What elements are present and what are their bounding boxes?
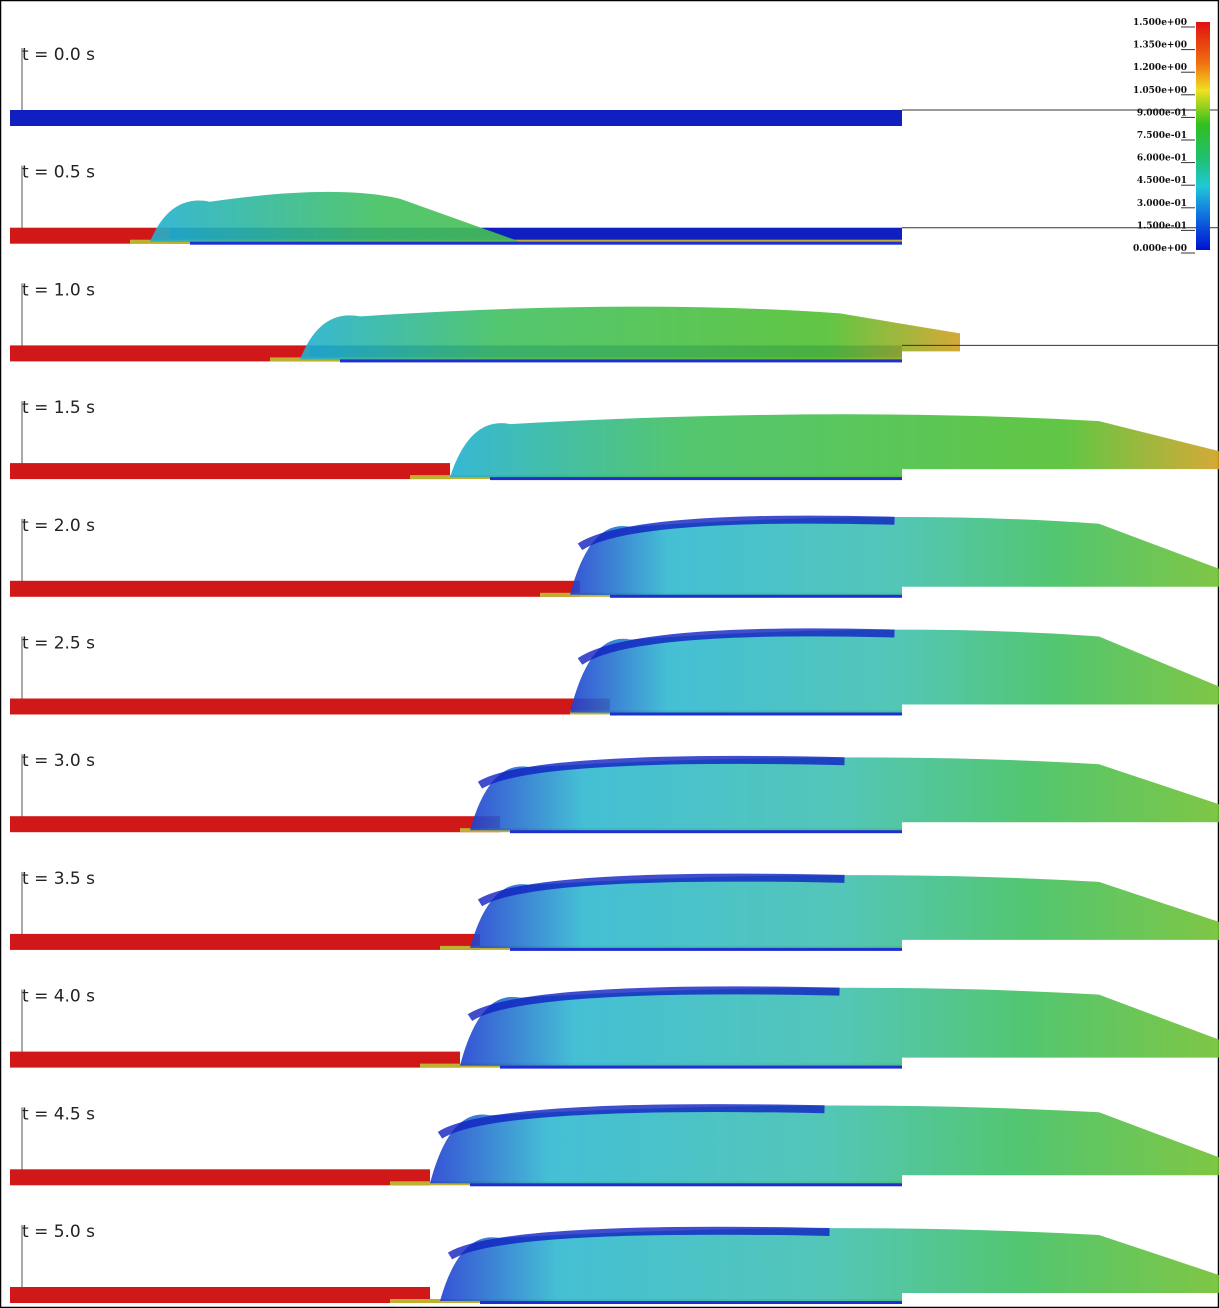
colorbar-label: 4.500e-01 (1137, 176, 1187, 186)
colorbar (1196, 22, 1210, 250)
figure: t = 0.0 s t = 0.5 s t = 1.0 s t = 1.5 s t = … (0, 0, 1219, 1308)
time-label: t = 4.5 s (22, 1104, 95, 1124)
red-bed (10, 345, 310, 361)
base-strip (340, 359, 902, 362)
time-label: t = 5.0 s (22, 1222, 95, 1242)
red-bed (10, 1287, 430, 1303)
colorbar-label: 9.000e-01 (1137, 108, 1187, 118)
colorbar-label: 6.000e-01 (1137, 154, 1187, 164)
particle-mound (450, 414, 1219, 479)
time-label: t = 0.0 s (22, 45, 95, 65)
red-bed (10, 581, 580, 597)
colorbar-labels: 1.500e+00 1.350e+00 1.200e+00 1.050e+00 9.00… (1133, 18, 1195, 254)
base-strip (510, 830, 902, 833)
time-label: t = 0.5 s (22, 163, 95, 183)
time-label: t = 1.0 s (22, 280, 95, 300)
colorbar-label: 3.000e-01 (1137, 199, 1187, 209)
base-strip (490, 477, 902, 480)
time-label: t = 2.5 s (22, 634, 95, 654)
colorbar-label: 1.200e+00 (1133, 63, 1187, 73)
particle-mound (440, 1228, 1219, 1303)
red-bed (10, 463, 450, 479)
base-strip (510, 948, 902, 951)
bed (10, 110, 902, 126)
red-bed (10, 1169, 430, 1185)
base-strip (610, 595, 902, 598)
colorbar-label: 1.050e+00 (1133, 86, 1187, 96)
time-label: t = 2.0 s (22, 516, 95, 536)
base-strip (500, 1066, 902, 1069)
red-bed (10, 934, 480, 950)
base-strip (470, 1183, 902, 1186)
time-label: t = 4.0 s (22, 987, 95, 1007)
time-label: t = 3.5 s (22, 869, 95, 889)
colorbar-label: 1.500e+00 (1133, 18, 1187, 28)
time-label: t = 3.0 s (22, 751, 95, 771)
base-strip (190, 242, 902, 245)
colorbar-label: 7.500e-01 (1137, 131, 1187, 141)
particle-mound (300, 307, 960, 362)
base-strip (480, 1301, 902, 1304)
red-bed (10, 816, 500, 832)
colorbar-label: 1.500e-01 (1137, 221, 1187, 231)
particle-mound (460, 988, 1219, 1068)
panels: t = 0.0 s t = 0.5 s t = 1.0 s t = 1.5 s t = … (10, 45, 1219, 1304)
base-strip (610, 713, 902, 716)
particle-mound (430, 1105, 1219, 1185)
colorbar-label: 1.350e+00 (1133, 41, 1187, 51)
red-bed (10, 1052, 460, 1068)
red-bed (10, 699, 610, 715)
time-label: t = 1.5 s (22, 398, 95, 418)
colorbar-label: 0.000e+00 (1133, 244, 1187, 254)
